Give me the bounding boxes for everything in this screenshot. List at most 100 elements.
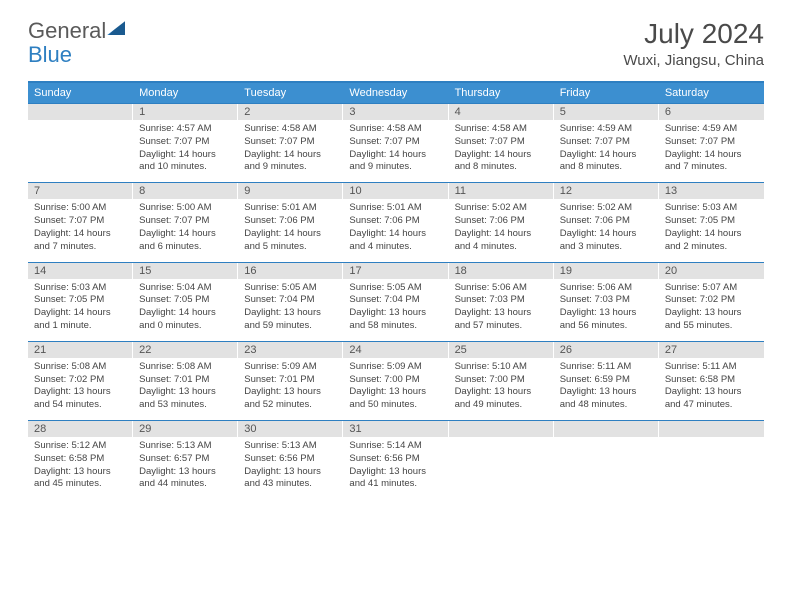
- day-number: 9: [238, 183, 343, 199]
- sunrise-text: Sunrise: 5:02 AM: [455, 202, 548, 215]
- logo-triangle-icon: [107, 21, 125, 35]
- day-header: Monday: [133, 83, 238, 103]
- day-info: Sunrise: 5:03 AMSunset: 7:05 PMDaylight:…: [659, 199, 764, 253]
- sunrise-text: Sunrise: 5:06 AM: [560, 282, 653, 295]
- sunset-text: Sunset: 7:04 PM: [244, 294, 337, 307]
- day-cell: 5Sunrise: 4:59 AMSunset: 7:07 PMDaylight…: [554, 104, 659, 182]
- sunset-text: Sunset: 6:59 PM: [560, 374, 653, 387]
- sunset-text: Sunset: 7:04 PM: [349, 294, 442, 307]
- daylight-text: Daylight: 14 hours and 1 minute.: [34, 307, 127, 333]
- day-number: 29: [133, 421, 238, 437]
- daylight-text: Daylight: 14 hours and 7 minutes.: [665, 149, 758, 175]
- day-number: 14: [28, 263, 133, 279]
- sunset-text: Sunset: 7:06 PM: [244, 215, 337, 228]
- daylight-text: Daylight: 14 hours and 8 minutes.: [455, 149, 548, 175]
- week-row: 14Sunrise: 5:03 AMSunset: 7:05 PMDayligh…: [28, 262, 764, 341]
- day-info: Sunrise: 4:58 AMSunset: 7:07 PMDaylight:…: [343, 120, 448, 174]
- day-number: 1: [133, 104, 238, 120]
- day-cell: 12Sunrise: 5:02 AMSunset: 7:06 PMDayligh…: [554, 183, 659, 261]
- sunrise-text: Sunrise: 5:01 AM: [244, 202, 337, 215]
- day-cell: 13Sunrise: 5:03 AMSunset: 7:05 PMDayligh…: [659, 183, 764, 261]
- day-number: 25: [449, 342, 554, 358]
- title-block: July 2024 Wuxi, Jiangsu, China: [623, 18, 764, 69]
- sunset-text: Sunset: 7:06 PM: [349, 215, 442, 228]
- day-cell: 2Sunrise: 4:58 AMSunset: 7:07 PMDaylight…: [238, 104, 343, 182]
- sunrise-text: Sunrise: 5:00 AM: [34, 202, 127, 215]
- sunrise-text: Sunrise: 4:59 AM: [560, 123, 653, 136]
- daylight-text: Daylight: 13 hours and 58 minutes.: [349, 307, 442, 333]
- day-info: Sunrise: 5:02 AMSunset: 7:06 PMDaylight:…: [449, 199, 554, 253]
- day-number: 12: [554, 183, 659, 199]
- sunset-text: Sunset: 6:58 PM: [34, 453, 127, 466]
- day-cell: 8Sunrise: 5:00 AMSunset: 7:07 PMDaylight…: [133, 183, 238, 261]
- daylight-text: Daylight: 13 hours and 50 minutes.: [349, 386, 442, 412]
- day-header: Sunday: [28, 83, 133, 103]
- daylight-text: Daylight: 13 hours and 55 minutes.: [665, 307, 758, 333]
- sunset-text: Sunset: 7:01 PM: [244, 374, 337, 387]
- sunset-text: Sunset: 7:07 PM: [34, 215, 127, 228]
- day-number: 7: [28, 183, 133, 199]
- sunset-text: Sunset: 6:56 PM: [244, 453, 337, 466]
- sunset-text: Sunset: 7:02 PM: [34, 374, 127, 387]
- day-header: Tuesday: [238, 83, 343, 103]
- daylight-text: Daylight: 13 hours and 56 minutes.: [560, 307, 653, 333]
- daylight-text: Daylight: 13 hours and 52 minutes.: [244, 386, 337, 412]
- day-number: [449, 421, 554, 437]
- day-number: 2: [238, 104, 343, 120]
- day-number: 24: [343, 342, 448, 358]
- day-number: 21: [28, 342, 133, 358]
- day-info: Sunrise: 5:03 AMSunset: 7:05 PMDaylight:…: [28, 279, 133, 333]
- sunrise-text: Sunrise: 5:11 AM: [665, 361, 758, 374]
- day-number: 18: [449, 263, 554, 279]
- day-number: 8: [133, 183, 238, 199]
- day-cell: 19Sunrise: 5:06 AMSunset: 7:03 PMDayligh…: [554, 263, 659, 341]
- sunrise-text: Sunrise: 5:06 AM: [455, 282, 548, 295]
- day-info: Sunrise: 5:09 AMSunset: 7:01 PMDaylight:…: [238, 358, 343, 412]
- sunrise-text: Sunrise: 5:08 AM: [139, 361, 232, 374]
- day-info: Sunrise: 5:08 AMSunset: 7:02 PMDaylight:…: [28, 358, 133, 412]
- daylight-text: Daylight: 14 hours and 2 minutes.: [665, 228, 758, 254]
- day-info: Sunrise: 5:04 AMSunset: 7:05 PMDaylight:…: [133, 279, 238, 333]
- day-info: Sunrise: 4:57 AMSunset: 7:07 PMDaylight:…: [133, 120, 238, 174]
- daylight-text: Daylight: 14 hours and 4 minutes.: [349, 228, 442, 254]
- week-row: 21Sunrise: 5:08 AMSunset: 7:02 PMDayligh…: [28, 341, 764, 420]
- sunset-text: Sunset: 7:05 PM: [665, 215, 758, 228]
- daylight-text: Daylight: 13 hours and 59 minutes.: [244, 307, 337, 333]
- location: Wuxi, Jiangsu, China: [623, 52, 764, 69]
- sunrise-text: Sunrise: 4:58 AM: [349, 123, 442, 136]
- day-number: 5: [554, 104, 659, 120]
- daylight-text: Daylight: 13 hours and 54 minutes.: [34, 386, 127, 412]
- sunset-text: Sunset: 7:07 PM: [244, 136, 337, 149]
- day-cell: 15Sunrise: 5:04 AMSunset: 7:05 PMDayligh…: [133, 263, 238, 341]
- day-info: Sunrise: 5:02 AMSunset: 7:06 PMDaylight:…: [554, 199, 659, 253]
- day-cell: 25Sunrise: 5:10 AMSunset: 7:00 PMDayligh…: [449, 342, 554, 420]
- day-number: 16: [238, 263, 343, 279]
- day-info: Sunrise: 5:06 AMSunset: 7:03 PMDaylight:…: [449, 279, 554, 333]
- day-number: 3: [343, 104, 448, 120]
- sunrise-text: Sunrise: 5:09 AM: [244, 361, 337, 374]
- day-number: 27: [659, 342, 764, 358]
- sunset-text: Sunset: 7:03 PM: [560, 294, 653, 307]
- sunset-text: Sunset: 7:05 PM: [139, 294, 232, 307]
- day-number: 23: [238, 342, 343, 358]
- sunrise-text: Sunrise: 5:03 AM: [34, 282, 127, 295]
- daylight-text: Daylight: 13 hours and 57 minutes.: [455, 307, 548, 333]
- day-number: 28: [28, 421, 133, 437]
- sunrise-text: Sunrise: 5:05 AM: [349, 282, 442, 295]
- day-info: Sunrise: 4:58 AMSunset: 7:07 PMDaylight:…: [238, 120, 343, 174]
- month-title: July 2024: [623, 18, 764, 50]
- sunset-text: Sunset: 7:07 PM: [349, 136, 442, 149]
- daylight-text: Daylight: 14 hours and 9 minutes.: [244, 149, 337, 175]
- day-cell: 31Sunrise: 5:14 AMSunset: 6:56 PMDayligh…: [343, 421, 448, 499]
- sunrise-text: Sunrise: 4:57 AM: [139, 123, 232, 136]
- logo: General: [28, 18, 125, 44]
- week-row: 7 Sunrise: 5:00 AMSunset: 7:07 PM Daylight…: [28, 182, 764, 261]
- sunrise-text: Sunrise: 5:14 AM: [349, 440, 442, 453]
- day-number: 10: [343, 183, 448, 199]
- day-number: [659, 421, 764, 437]
- day-number: 30: [238, 421, 343, 437]
- day-info: Sunrise: 5:13 AMSunset: 6:56 PMDaylight:…: [238, 437, 343, 491]
- sunrise-text: Sunrise: 4:58 AM: [244, 123, 337, 136]
- day-cell: 3Sunrise: 4:58 AMSunset: 7:07 PMDaylight…: [343, 104, 448, 182]
- day-number: [554, 421, 659, 437]
